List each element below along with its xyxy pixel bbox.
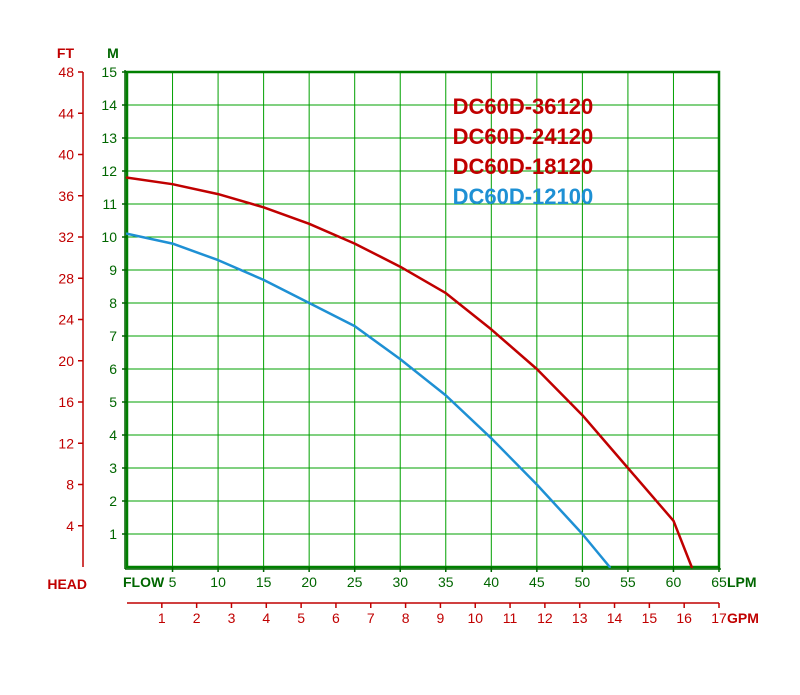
ytick-m: 4 [109,427,117,443]
ytick-m: 13 [101,130,117,146]
ytick-m: 9 [109,262,117,278]
y-label-head: HEAD [47,576,87,592]
xtick-gpm: 5 [297,610,305,626]
ytick-m: 1 [109,526,117,542]
xtick-lpm: 45 [529,574,545,590]
ytick-m: 7 [109,328,117,344]
xtick-gpm: 9 [437,610,445,626]
legend-item: DC60D-18120 [453,154,594,179]
xtick-lpm: 60 [666,574,682,590]
ytick-ft: 28 [58,270,74,286]
ytick-ft: 36 [58,188,74,204]
ytick-m: 6 [109,361,117,377]
ytick-ft: 8 [66,477,74,493]
legend-item: DC60D-36120 [453,94,594,119]
xtick-gpm: 14 [607,610,623,626]
ytick-ft: 16 [58,394,74,410]
ytick-ft: 4 [66,518,74,534]
xtick-gpm: 13 [572,610,588,626]
ytick-m: 15 [101,64,117,80]
x-label-flow: FLOW [123,574,165,590]
xtick-gpm: 1 [158,610,166,626]
y-unit-m: M [107,45,119,61]
xtick-lpm: 40 [484,574,500,590]
xtick-lpm: 50 [575,574,591,590]
ytick-ft: 20 [58,353,74,369]
pump-curve-chart: 123456789101112131415M481216202428323640… [0,0,800,695]
legend-item: DC60D-24120 [453,124,594,149]
xtick-lpm: 20 [301,574,317,590]
ytick-m: 11 [102,196,117,212]
xtick-lpm: 65 [711,574,727,590]
xtick-gpm: 16 [676,610,692,626]
xtick-gpm: 15 [642,610,658,626]
xtick-lpm: 30 [392,574,408,590]
ytick-m: 10 [101,229,117,245]
legend-item: DC60D-12100 [453,184,594,209]
ytick-m: 12 [101,163,117,179]
ytick-m: 2 [109,493,117,509]
xtick-gpm: 8 [402,610,410,626]
xtick-lpm: 10 [210,574,226,590]
y-unit-ft: FT [57,45,75,61]
chart-svg: 123456789101112131415M481216202428323640… [0,0,800,695]
xtick-gpm: 3 [228,610,236,626]
xtick-lpm: 15 [256,574,272,590]
xtick-gpm: 7 [367,610,375,626]
xtick-gpm: 10 [467,610,483,626]
xtick-lpm: 55 [620,574,636,590]
ytick-ft: 32 [58,229,74,245]
ytick-ft: 44 [58,105,74,121]
xtick-gpm: 2 [193,610,201,626]
xtick-gpm: 17 [711,610,727,626]
ytick-m: 5 [109,394,117,410]
ytick-ft: 48 [58,64,74,80]
x-unit-gpm: GPM [727,610,759,626]
xtick-gpm: 4 [262,610,270,626]
xtick-lpm: 35 [438,574,454,590]
ytick-m: 14 [101,97,117,113]
x-unit-lpm: LPM [727,574,757,590]
ytick-ft: 40 [58,147,74,163]
xtick-lpm: 5 [169,574,177,590]
ytick-ft: 12 [58,435,74,451]
xtick-lpm: 25 [347,574,363,590]
ytick-ft: 24 [58,312,74,328]
xtick-gpm: 12 [537,610,553,626]
ytick-m: 8 [109,295,117,311]
xtick-gpm: 11 [503,610,518,626]
ytick-m: 3 [109,460,117,476]
xtick-gpm: 6 [332,610,340,626]
